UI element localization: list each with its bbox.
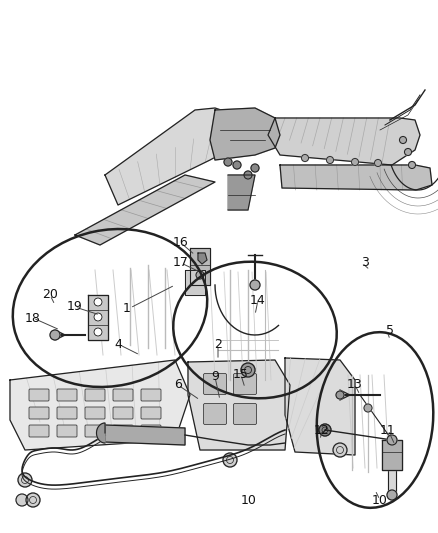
Polygon shape xyxy=(198,253,207,264)
Circle shape xyxy=(352,158,358,166)
Polygon shape xyxy=(268,118,420,165)
Text: 2: 2 xyxy=(214,338,222,351)
Text: 15: 15 xyxy=(233,368,249,382)
Circle shape xyxy=(50,330,60,340)
Circle shape xyxy=(387,435,397,445)
Text: 9: 9 xyxy=(211,370,219,384)
Circle shape xyxy=(18,473,32,487)
Circle shape xyxy=(16,494,28,506)
Text: 10: 10 xyxy=(372,494,388,506)
Polygon shape xyxy=(285,358,355,455)
Text: 18: 18 xyxy=(25,311,41,325)
Polygon shape xyxy=(280,165,432,190)
Polygon shape xyxy=(228,175,255,210)
Circle shape xyxy=(374,159,381,166)
FancyBboxPatch shape xyxy=(29,389,49,401)
Polygon shape xyxy=(88,295,108,340)
Text: 6: 6 xyxy=(174,378,182,392)
Text: 13: 13 xyxy=(347,378,363,392)
Circle shape xyxy=(94,313,102,321)
Text: 12: 12 xyxy=(314,424,330,437)
Text: 3: 3 xyxy=(361,256,369,270)
Circle shape xyxy=(364,404,372,412)
FancyBboxPatch shape xyxy=(113,425,133,437)
Polygon shape xyxy=(190,248,210,285)
Circle shape xyxy=(233,161,241,169)
FancyBboxPatch shape xyxy=(85,407,105,419)
Text: 1: 1 xyxy=(123,302,131,314)
FancyBboxPatch shape xyxy=(113,389,133,401)
Circle shape xyxy=(196,271,204,279)
FancyBboxPatch shape xyxy=(57,425,77,437)
Text: 16: 16 xyxy=(173,237,189,249)
Circle shape xyxy=(301,155,308,161)
FancyBboxPatch shape xyxy=(113,407,133,419)
FancyBboxPatch shape xyxy=(85,425,105,437)
Circle shape xyxy=(94,328,102,336)
Polygon shape xyxy=(188,360,290,450)
Circle shape xyxy=(224,158,232,166)
Circle shape xyxy=(250,280,260,290)
FancyBboxPatch shape xyxy=(141,389,161,401)
Circle shape xyxy=(405,149,411,156)
FancyBboxPatch shape xyxy=(204,403,226,424)
FancyBboxPatch shape xyxy=(57,389,77,401)
Polygon shape xyxy=(75,175,215,245)
Circle shape xyxy=(241,363,255,377)
Text: 20: 20 xyxy=(42,288,58,302)
FancyBboxPatch shape xyxy=(233,374,257,394)
Circle shape xyxy=(333,443,347,457)
Circle shape xyxy=(223,453,237,467)
FancyBboxPatch shape xyxy=(29,407,49,419)
Polygon shape xyxy=(185,270,205,295)
FancyBboxPatch shape xyxy=(233,403,257,424)
FancyBboxPatch shape xyxy=(141,425,161,437)
Text: 4: 4 xyxy=(114,338,122,351)
Circle shape xyxy=(94,298,102,306)
Circle shape xyxy=(399,136,406,143)
Text: 11: 11 xyxy=(380,424,396,437)
Text: 5: 5 xyxy=(386,324,394,336)
Polygon shape xyxy=(96,423,105,443)
Circle shape xyxy=(26,493,40,507)
Text: 17: 17 xyxy=(173,256,189,270)
Circle shape xyxy=(336,391,344,399)
Polygon shape xyxy=(388,440,396,495)
FancyBboxPatch shape xyxy=(204,374,226,394)
Polygon shape xyxy=(210,108,280,160)
FancyBboxPatch shape xyxy=(141,407,161,419)
Circle shape xyxy=(326,157,333,164)
Polygon shape xyxy=(10,360,190,450)
Circle shape xyxy=(251,164,259,172)
FancyBboxPatch shape xyxy=(85,389,105,401)
Polygon shape xyxy=(105,108,245,205)
FancyBboxPatch shape xyxy=(57,407,77,419)
Circle shape xyxy=(387,490,397,500)
Polygon shape xyxy=(105,425,185,445)
Text: 14: 14 xyxy=(250,294,266,306)
Polygon shape xyxy=(382,440,402,470)
Circle shape xyxy=(244,171,252,179)
Circle shape xyxy=(319,424,331,436)
Circle shape xyxy=(409,161,416,168)
FancyBboxPatch shape xyxy=(29,425,49,437)
Text: 19: 19 xyxy=(67,301,83,313)
Text: 10: 10 xyxy=(241,494,257,506)
